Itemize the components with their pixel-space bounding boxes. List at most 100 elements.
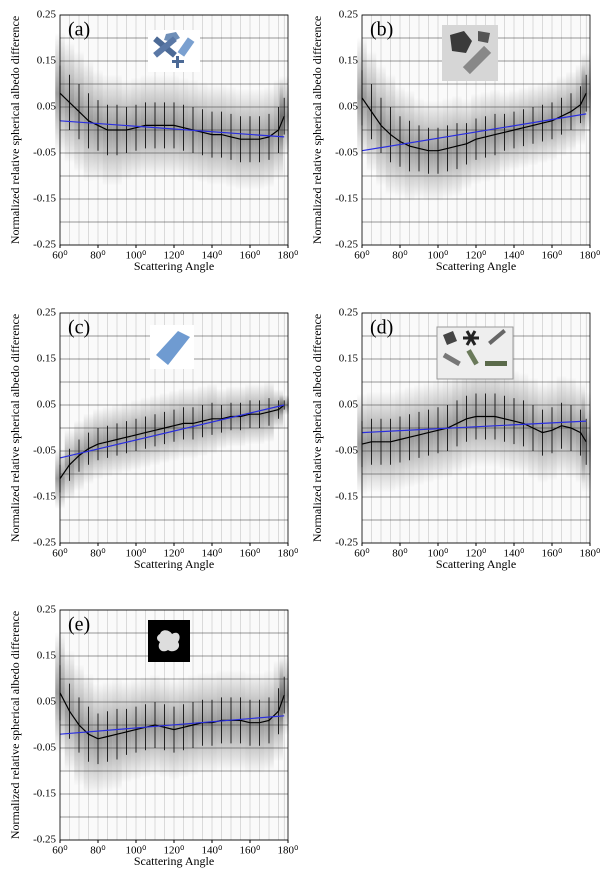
y-tick-label: -0.15 bbox=[33, 193, 56, 205]
x-tick-label: 160⁰ bbox=[542, 250, 564, 262]
x-tick-label: 80⁰ bbox=[392, 548, 408, 560]
x-axis-label: Scattering Angle bbox=[134, 557, 214, 571]
y-tick-label: -0.15 bbox=[335, 193, 358, 205]
series-line bbox=[59, 404, 285, 459]
x-tick-label: 80⁰ bbox=[90, 250, 106, 262]
x-tick-label: 180⁰ bbox=[278, 250, 300, 262]
y-tick-label: -0.25 bbox=[33, 834, 56, 846]
y-tick-label: -0.15 bbox=[335, 491, 358, 503]
y-tick-label: 0.25 bbox=[37, 9, 57, 21]
x-tick-label: 100⁰ bbox=[126, 845, 148, 857]
y-axis-label: Normalized relative spherical albedo dif… bbox=[8, 611, 22, 839]
y-tick-label: -0.15 bbox=[33, 491, 56, 503]
x-tick-label: 140⁰ bbox=[504, 548, 526, 560]
series-line bbox=[59, 404, 285, 479]
y-tick-label: -0.05 bbox=[33, 445, 56, 457]
y-tick-label: -0.25 bbox=[33, 239, 56, 251]
x-tick-label: 180⁰ bbox=[580, 548, 602, 560]
y-tick-label: -0.25 bbox=[335, 239, 358, 251]
y-tick-label: 0.25 bbox=[37, 307, 57, 319]
x-tick-label: 120⁰ bbox=[164, 250, 186, 262]
x-tick-label: 60⁰ bbox=[52, 250, 68, 262]
x-tick-label: 60⁰ bbox=[354, 250, 370, 262]
y-axis-label: Normalized relative spherical albedo dif… bbox=[310, 314, 324, 542]
plot-frame bbox=[59, 14, 289, 246]
x-tick-label: 120⁰ bbox=[164, 845, 186, 857]
x-axis-label: Scattering Angle bbox=[436, 557, 516, 571]
x-tick-label: 80⁰ bbox=[392, 250, 408, 262]
y-tick-label: 0.05 bbox=[37, 399, 57, 411]
x-tick-label: 140⁰ bbox=[504, 250, 526, 262]
x-tick-label: 180⁰ bbox=[278, 845, 300, 857]
y-tick-label: 0.05 bbox=[37, 101, 57, 113]
panel-label: (c) bbox=[68, 317, 90, 339]
series-line bbox=[361, 420, 587, 434]
x-tick-label: 140⁰ bbox=[202, 845, 224, 857]
x-axis-label: Scattering Angle bbox=[436, 259, 516, 273]
x-tick-label: 140⁰ bbox=[202, 250, 224, 262]
x-tick-label: 60⁰ bbox=[354, 548, 370, 560]
x-axis-label: Scattering Angle bbox=[134, 259, 214, 273]
y-tick-label: -0.05 bbox=[335, 147, 358, 159]
y-tick-label: 0.25 bbox=[339, 9, 359, 21]
y-axis-label: Normalized relative spherical albedo dif… bbox=[310, 16, 324, 244]
inset-c bbox=[150, 325, 194, 369]
y-tick-label: 0.05 bbox=[339, 399, 359, 411]
y-tick-label: -0.05 bbox=[33, 742, 56, 754]
x-axis-label: Scattering Angle bbox=[134, 854, 214, 868]
series-line bbox=[361, 113, 587, 152]
x-tick-label: 80⁰ bbox=[90, 548, 106, 560]
y-tick-label: 0.15 bbox=[37, 650, 57, 662]
y-tick-label: 0.05 bbox=[37, 696, 57, 708]
x-tick-label: 160⁰ bbox=[240, 250, 262, 262]
y-tick-label: -0.15 bbox=[33, 788, 56, 800]
x-tick-label: 160⁰ bbox=[240, 845, 262, 857]
x-tick-label: 120⁰ bbox=[164, 548, 186, 560]
panel-label: (e) bbox=[68, 614, 90, 636]
y-tick-label: 0.15 bbox=[37, 55, 57, 67]
plot-frame bbox=[59, 312, 289, 544]
x-tick-label: 160⁰ bbox=[240, 548, 262, 560]
series-line bbox=[361, 92, 587, 152]
x-tick-label: 180⁰ bbox=[580, 250, 602, 262]
y-tick-label: 0.05 bbox=[339, 101, 359, 113]
series-line bbox=[59, 715, 285, 735]
y-tick-label: -0.25 bbox=[33, 537, 56, 549]
x-tick-label: 80⁰ bbox=[90, 845, 106, 857]
y-tick-label: -0.05 bbox=[335, 445, 358, 457]
y-tick-label: -0.05 bbox=[33, 147, 56, 159]
x-tick-label: 100⁰ bbox=[428, 250, 450, 262]
x-tick-label: 120⁰ bbox=[466, 250, 488, 262]
y-tick-label: 0.25 bbox=[339, 307, 359, 319]
y-tick-label: 0.25 bbox=[37, 604, 57, 616]
y-tick-label: 0.15 bbox=[339, 353, 359, 365]
panel-label: (a) bbox=[68, 19, 90, 41]
inset-e bbox=[148, 620, 190, 662]
panel-label: (d) bbox=[370, 317, 393, 339]
series-line bbox=[59, 120, 285, 138]
x-tick-label: 100⁰ bbox=[126, 250, 148, 262]
y-tick-label: -0.25 bbox=[335, 537, 358, 549]
plot-frame bbox=[361, 312, 591, 544]
series-line bbox=[59, 692, 285, 740]
y-tick-label: 0.15 bbox=[37, 353, 57, 365]
x-tick-label: 140⁰ bbox=[202, 548, 224, 560]
y-axis-label: Normalized relative spherical albedo dif… bbox=[8, 16, 22, 244]
inset-a bbox=[148, 30, 200, 72]
inset-b bbox=[442, 25, 498, 81]
series-line bbox=[361, 415, 587, 445]
panel-label: (b) bbox=[370, 19, 393, 41]
y-tick-label: 0.15 bbox=[339, 55, 359, 67]
x-tick-label: 100⁰ bbox=[126, 548, 148, 560]
inset-d bbox=[436, 326, 514, 380]
y-axis-label: Normalized relative spherical albedo dif… bbox=[8, 314, 22, 542]
x-tick-label: 100⁰ bbox=[428, 548, 450, 560]
series-line bbox=[59, 92, 285, 140]
x-tick-label: 60⁰ bbox=[52, 845, 68, 857]
x-tick-label: 180⁰ bbox=[278, 548, 300, 560]
plot-frame bbox=[59, 609, 289, 841]
x-tick-label: 120⁰ bbox=[466, 548, 488, 560]
x-tick-label: 60⁰ bbox=[52, 548, 68, 560]
